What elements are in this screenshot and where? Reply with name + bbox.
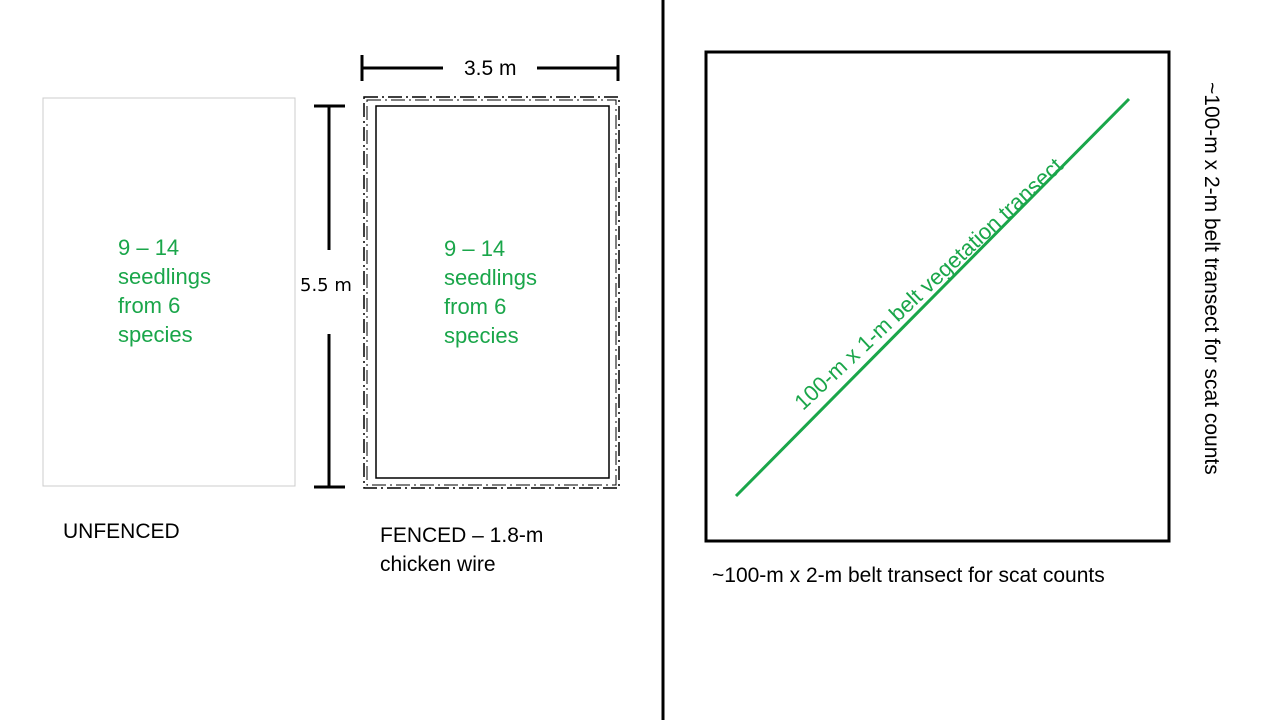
fenced-seedlings-line-2: seedlings (444, 265, 537, 290)
fenced-seedlings-line-3: from 6 (444, 294, 507, 319)
fence-outline (363, 96, 620, 489)
fenced-seedlings-line-4: species (444, 323, 519, 348)
height-dimension-label: 5.5 m (300, 275, 352, 296)
scat-transect-plot (704, 50, 1171, 543)
unfenced-plot (42, 97, 296, 487)
fenced-caption-line-2: chicken wire (380, 553, 496, 576)
unfenced-seedlings-text: 9 – 14 seedlings from 6 species (118, 233, 211, 349)
unfenced-seedlings-line-3: from 6 (118, 293, 181, 318)
scat-transect-bottom-label: ~100-m x 2-m belt transect for scat coun… (712, 564, 1105, 587)
fenced-seedlings-text: 9 – 14 seedlings from 6 species (444, 234, 537, 350)
fenced-plot (375, 105, 610, 479)
vegetation-transect-line (734, 97, 1131, 498)
unfenced-caption: UNFENCED (63, 520, 180, 543)
fenced-seedlings-line-1: 9 – 14 (444, 236, 506, 261)
fence-outline-inner (366, 99, 617, 486)
width-dimension-label: 3.5 m (464, 57, 517, 80)
unfenced-seedlings-line-2: seedlings (118, 264, 211, 289)
scat-transect-side-label: ~100-m x 2-m belt transect for scat coun… (1200, 82, 1223, 475)
unfenced-seedlings-line-1: 9 – 14 (118, 235, 180, 260)
fenced-caption: FENCED – 1.8-m chicken wire (380, 521, 543, 579)
fenced-caption-line-1: FENCED – 1.8-m (380, 524, 544, 547)
unfenced-seedlings-line-4: species (118, 322, 193, 347)
